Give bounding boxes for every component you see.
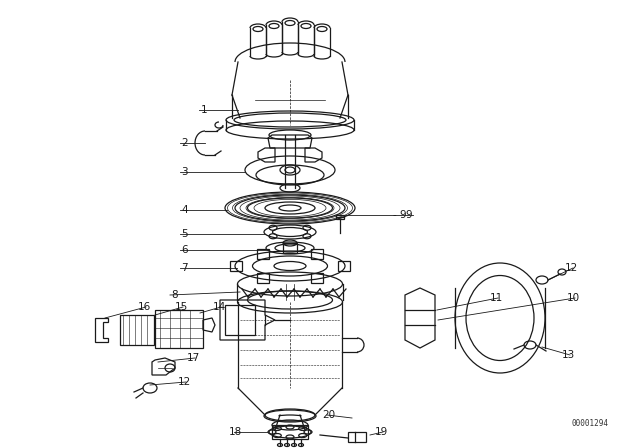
Text: 1: 1: [200, 105, 207, 115]
Bar: [155, 310, 203, 348]
Text: 14: 14: [213, 302, 227, 312]
Text: 12: 12: [565, 263, 579, 273]
Text: 11: 11: [490, 293, 503, 303]
Text: 3: 3: [181, 167, 188, 177]
Text: 4: 4: [181, 205, 188, 215]
Bar: [283, 243, 297, 253]
Bar: [120, 315, 154, 345]
Text: - 9: - 9: [393, 210, 406, 220]
Text: 20: 20: [322, 410, 335, 420]
Text: 2: 2: [181, 138, 188, 148]
Bar: [225, 305, 255, 335]
Text: 10: 10: [567, 293, 580, 303]
Text: 7: 7: [181, 263, 188, 273]
Text: 8: 8: [172, 290, 178, 300]
Text: 12: 12: [178, 377, 191, 387]
Text: 9: 9: [405, 210, 412, 220]
Text: 00001294: 00001294: [571, 419, 608, 428]
Text: 5: 5: [181, 229, 188, 239]
Text: 13: 13: [562, 350, 575, 360]
Text: 19: 19: [375, 427, 388, 437]
Text: 16: 16: [138, 302, 151, 312]
Text: 6: 6: [181, 245, 188, 255]
Text: 18: 18: [228, 427, 242, 437]
Text: 15: 15: [175, 302, 188, 312]
Bar: [336, 215, 344, 219]
Bar: [348, 432, 366, 442]
Text: 17: 17: [187, 353, 200, 363]
Bar: [272, 425, 308, 439]
